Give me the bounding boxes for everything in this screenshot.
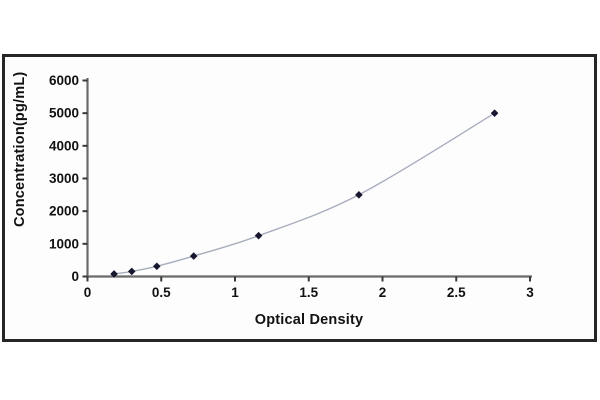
data-point-marker bbox=[189, 252, 198, 260]
x-tick-label: 0 bbox=[84, 285, 92, 300]
y-tick-label: 4000 bbox=[49, 138, 79, 153]
x-tick-label: 1 bbox=[231, 285, 239, 300]
x-tick-label: 2 bbox=[379, 285, 387, 300]
data-point-marker bbox=[110, 270, 118, 278]
x-tick-label: 2.5 bbox=[447, 285, 466, 300]
y-tick-label: 3000 bbox=[49, 171, 79, 186]
data-point-marker bbox=[153, 262, 161, 271]
y-tick-label: 5000 bbox=[49, 106, 79, 121]
data-point-marker bbox=[127, 267, 136, 276]
data-point-marker bbox=[490, 109, 499, 117]
y-axis-title: Concentration(pg/mL) bbox=[12, 71, 28, 227]
x-tick-label: 1.5 bbox=[299, 285, 318, 300]
y-tick-label: 0 bbox=[71, 269, 79, 284]
standard-curve-line bbox=[113, 112, 495, 275]
chart-frame bbox=[2, 54, 597, 342]
data-point-marker bbox=[355, 191, 363, 199]
x-axis-title: Optical Density bbox=[254, 312, 364, 328]
data-point-marker bbox=[254, 231, 263, 240]
y-tick-label: 6000 bbox=[49, 73, 79, 88]
x-tick-label: 0.5 bbox=[152, 285, 171, 300]
y-tick-label: 1000 bbox=[49, 236, 79, 251]
y-tick-label: 2000 bbox=[49, 204, 79, 219]
x-tick-label: 3 bbox=[526, 285, 534, 300]
